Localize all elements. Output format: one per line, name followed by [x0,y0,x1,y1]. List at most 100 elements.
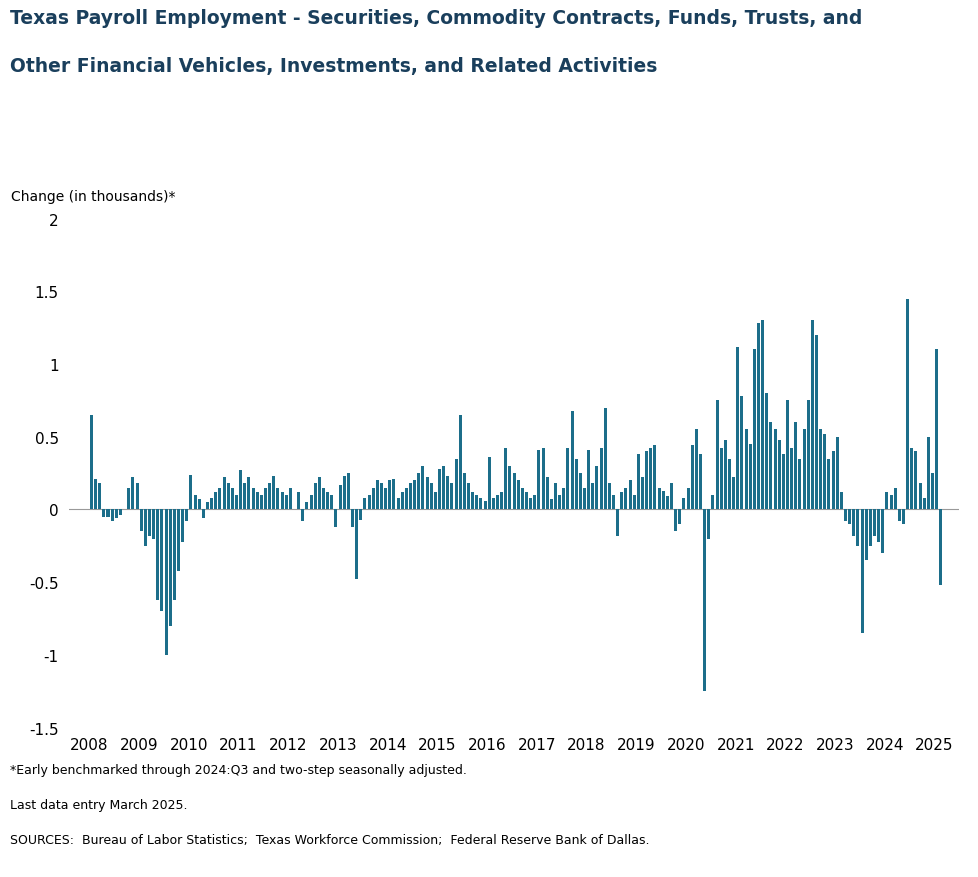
Bar [661,491,664,510]
Bar [732,478,734,510]
Bar [346,474,349,510]
Bar [574,459,577,510]
Bar [404,488,408,510]
Bar [884,493,888,510]
Bar [541,449,544,510]
Bar [561,488,564,510]
Bar [554,484,556,510]
Bar [272,476,275,510]
Bar [425,478,428,510]
Bar [318,478,321,510]
Bar [355,510,358,580]
Text: Change (in thousands)*: Change (in thousands)* [11,190,175,204]
Bar [388,481,391,510]
Bar [98,484,101,510]
Bar [140,510,143,531]
Bar [806,401,809,510]
Bar [90,416,93,510]
Bar [251,488,254,510]
Bar [537,450,540,510]
Bar [777,440,780,510]
Bar [570,411,573,510]
Bar [739,396,742,510]
Bar [305,503,308,510]
Bar [309,496,312,510]
Bar [214,493,217,510]
Bar [528,498,532,510]
Bar [624,488,627,510]
Bar [934,350,937,510]
Bar [127,488,130,510]
Bar [268,484,271,510]
Bar [880,510,883,553]
Bar [686,488,689,510]
Bar [467,484,469,510]
Bar [148,510,151,536]
Bar [632,496,635,510]
Bar [748,445,751,510]
Bar [235,496,238,510]
Bar [578,474,581,510]
Bar [334,510,337,527]
Bar [198,500,200,510]
Bar [470,493,473,510]
Bar [222,478,225,510]
Bar [94,480,97,510]
Bar [500,493,503,510]
Bar [520,488,523,510]
Bar [657,488,660,510]
Bar [930,474,933,510]
Bar [814,336,818,510]
Bar [463,474,466,510]
Bar [728,459,731,510]
Bar [437,469,440,510]
Bar [938,510,942,586]
Bar [802,430,805,510]
Bar [446,476,449,510]
Bar [243,484,246,510]
Bar [131,478,134,510]
Bar [889,496,892,510]
Bar [682,498,685,510]
Bar [674,510,677,531]
Bar [239,471,242,510]
Bar [152,510,156,539]
Bar [296,493,300,510]
Bar [264,488,267,510]
Text: Last data entry March 2025.: Last data entry March 2025. [10,798,187,811]
Bar [301,510,304,522]
Bar [603,408,606,510]
Bar [897,510,900,522]
Bar [926,438,929,510]
Bar [822,434,825,510]
Bar [557,496,560,510]
Bar [103,510,106,517]
Bar [599,449,602,510]
Bar [359,510,362,520]
Bar [185,510,188,522]
Bar [648,449,651,510]
Bar [706,510,710,539]
Bar [743,430,747,510]
Bar [396,498,399,510]
Bar [810,321,813,510]
Bar [210,498,213,510]
Bar [765,394,768,510]
Bar [636,454,640,510]
Bar [326,493,329,510]
Bar [628,481,631,510]
Bar [860,510,863,633]
Bar [231,488,234,510]
Bar [756,324,759,510]
Bar [566,449,569,510]
Bar [289,488,291,510]
Bar [144,510,147,546]
Bar [227,484,230,510]
Bar [409,484,412,510]
Bar [168,510,171,626]
Bar [376,481,378,510]
Bar [550,500,553,510]
Bar [429,484,432,510]
Bar [330,496,333,510]
Bar [773,430,776,510]
